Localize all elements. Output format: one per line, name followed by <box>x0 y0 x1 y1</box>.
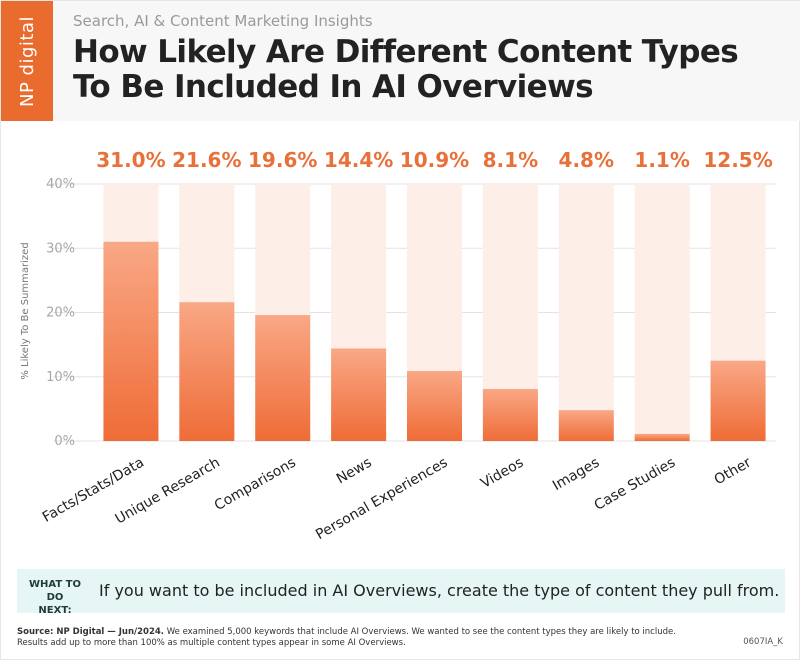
y-tick-label: 20% <box>46 306 75 321</box>
y-tick-label: 0% <box>54 434 75 449</box>
category-label: Images <box>550 455 602 494</box>
bar <box>558 410 614 441</box>
y-tick-label: 10% <box>46 370 75 385</box>
bar <box>179 302 235 441</box>
bar <box>407 370 462 441</box>
y-axis-label: % Likely To Be Summarized <box>20 242 31 379</box>
logo-text: NP digital <box>16 15 38 107</box>
bar-value-label: 21.6% <box>172 148 241 172</box>
what-to-do-next-callout: WHAT TO DO NEXT: If you want to be inclu… <box>17 569 785 616</box>
bar <box>710 360 766 441</box>
category-label: Comparisons <box>212 455 299 514</box>
source-text: We examined 5,000 keywords that include … <box>17 627 676 648</box>
bar <box>331 348 387 441</box>
category-label: Other <box>712 454 755 488</box>
chart-code: 0607IA_K <box>743 637 783 647</box>
category-label: Personal Experiences <box>313 455 450 544</box>
header-subtitle: Search, AI & Content Marketing Insights <box>73 12 373 30</box>
bar-value-label: 12.5% <box>703 148 772 172</box>
source-note: Source: NP Digital — Jun/2024. We examin… <box>17 627 707 649</box>
bar <box>103 241 159 441</box>
bar-track <box>558 184 614 441</box>
callout-label: WHAT TO DO NEXT: <box>29 579 81 616</box>
np-digital-logo: NP digital <box>1 1 53 121</box>
header: NP digital Search, AI & Content Marketin… <box>1 1 800 121</box>
bar-chart: 31.0% 21.6% 19.6% 14.4% 10.9% 8.1% 4.8% 1.1% 12.… <box>20 148 776 544</box>
bar-value-label: 10.9% <box>400 148 469 172</box>
bar-track <box>634 184 690 441</box>
bar <box>634 433 690 441</box>
category-label: News <box>334 455 375 488</box>
bar-value-label: 31.0% <box>96 148 165 172</box>
source-label: Source: NP Digital — Jun/2024. <box>17 627 165 637</box>
bar <box>482 388 538 441</box>
bar-value-label: 14.4% <box>324 148 393 172</box>
y-tick-label: 30% <box>46 241 75 256</box>
category-label: Videos <box>478 455 526 492</box>
bar <box>255 315 311 441</box>
callout-text: If you want to be included in AI Overvie… <box>99 581 780 600</box>
bar-value-label: 4.8% <box>559 148 614 172</box>
category-label: Case Studies <box>592 455 679 514</box>
y-tick-label: 40% <box>46 177 75 192</box>
page-title: How Likely Are Different Content Types T… <box>73 34 739 105</box>
bar-value-label: 19.6% <box>248 148 317 172</box>
bar-value-label: 1.1% <box>634 148 689 172</box>
bar-value-label: 8.1% <box>483 148 538 172</box>
